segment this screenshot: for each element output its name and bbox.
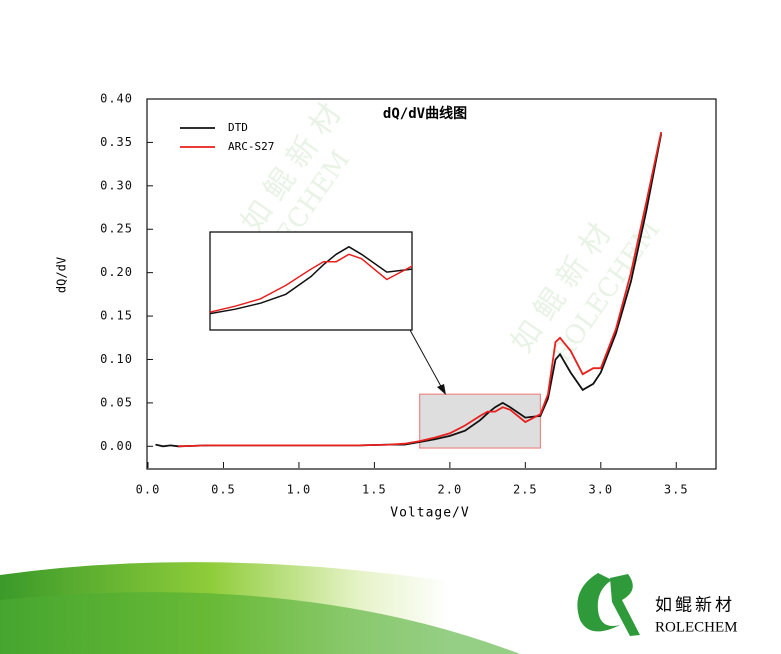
brand-cn: 如鲲新材	[655, 596, 735, 616]
zoom-arrow	[409, 329, 444, 391]
footer-swoosh	[0, 592, 520, 654]
x-tick-label: 2.5	[513, 483, 538, 497]
legend-label: ARC-S27	[228, 140, 274, 153]
y-axis-label: dQ/dV	[55, 257, 69, 293]
logo-mark	[610, 574, 640, 636]
x-tick-label: 2.0	[438, 483, 463, 497]
legend-label: DTD	[228, 121, 248, 134]
y-tick-label: 0.30	[100, 178, 133, 192]
y-tick-label: 0.05	[100, 395, 133, 409]
zoom-arrowhead	[437, 384, 446, 395]
y-tick-label: 0.10	[100, 352, 133, 366]
y-tick-label: 0.20	[100, 265, 133, 279]
inset-line	[210, 253, 412, 313]
plot-frame	[146, 98, 717, 470]
chart-title: dQ/dV曲线图	[383, 105, 467, 122]
x-tick-label: 1.5	[362, 483, 387, 497]
x-tick-label: 0.5	[211, 483, 236, 497]
logo: 如鲲新材 ROLECHEM	[577, 573, 738, 636]
inset-frame	[209, 231, 413, 331]
x-tick-label: 1.0	[287, 483, 312, 497]
inset-line	[210, 245, 412, 315]
series-line	[178, 131, 663, 448]
y-tick-label: 0.00	[100, 439, 133, 453]
x-tick-label: 3.0	[588, 483, 613, 497]
y-tick-label: 0.35	[100, 135, 133, 149]
inset	[210, 245, 412, 315]
brand-en: ROLECHEM	[655, 619, 738, 635]
y-tick-label: 0.15	[100, 309, 133, 323]
x-axis-label: Voltage/V	[390, 506, 469, 521]
x-tick-label: 0.0	[136, 483, 161, 497]
x-tick-label: 3.5	[664, 483, 689, 497]
y-tick-label: 0.25	[100, 222, 133, 236]
logo-mark	[577, 573, 620, 632]
y-tick-label: 0.40	[100, 92, 133, 106]
